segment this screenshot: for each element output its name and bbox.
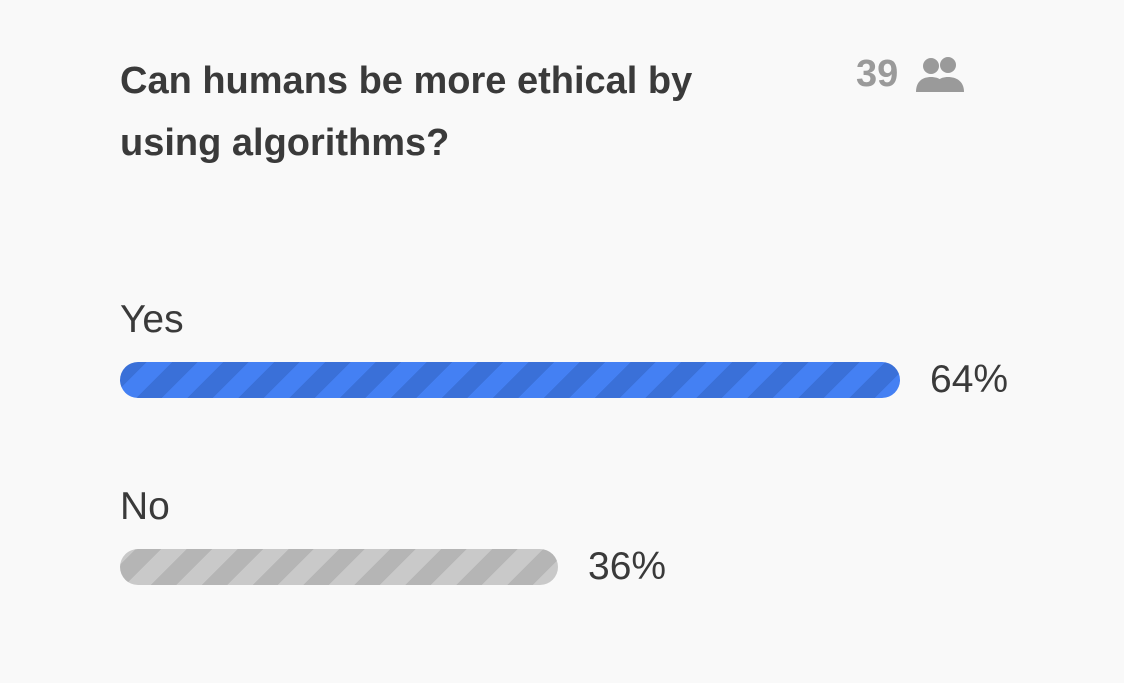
- option-bar-row: 36%: [120, 545, 1040, 588]
- result-bar: [120, 549, 558, 585]
- voter-count: 39: [856, 52, 899, 95]
- voter-count-badge[interactable]: 39: [856, 50, 966, 98]
- poll-option-no[interactable]: No 36%: [120, 485, 1040, 588]
- option-bar-row: 64%: [120, 358, 1040, 401]
- poll-question: Can humans be more ethical by using algo…: [120, 60, 693, 164]
- option-percent: 36%: [588, 545, 667, 588]
- result-bar: [120, 362, 900, 398]
- option-label: Yes: [120, 298, 184, 341]
- option-label: No: [120, 485, 170, 528]
- people-icon: [916, 57, 965, 92]
- poll-option-yes[interactable]: Yes 64%: [120, 298, 1040, 401]
- option-percent: 64%: [930, 358, 1009, 401]
